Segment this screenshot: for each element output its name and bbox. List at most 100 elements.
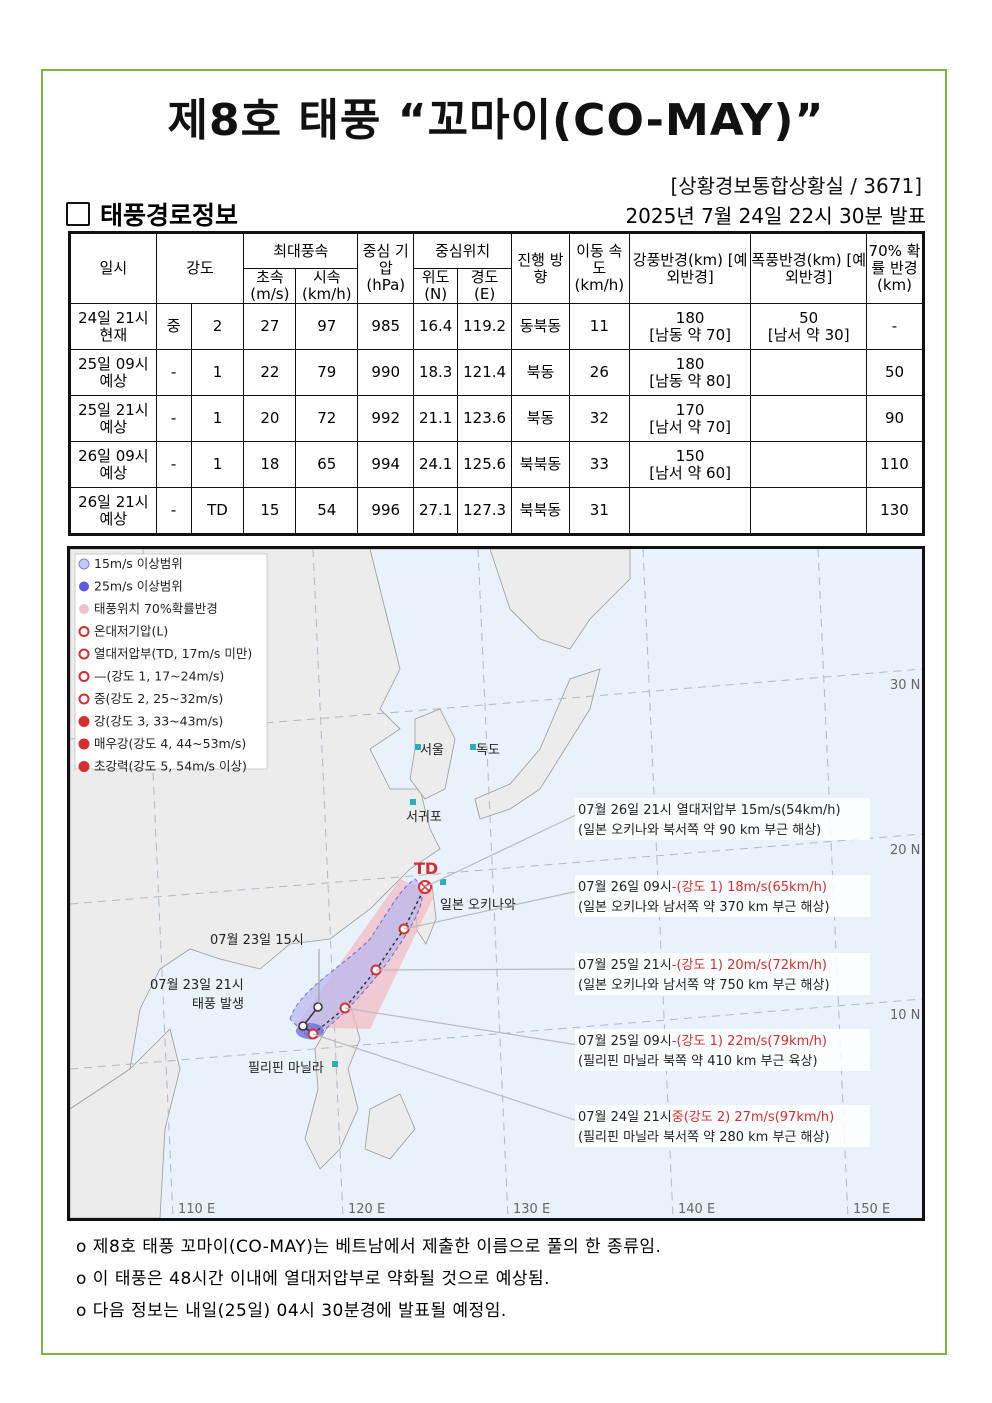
annotation-location: (일본 오키나와 북서쪽 약 90 km 부근 해상) — [578, 823, 821, 838]
annotation-time-text: 07월 26일 09시 — [578, 880, 672, 895]
land-3 — [474, 668, 601, 820]
cell-strong-radius: 180 [남동 약 80] — [628, 349, 752, 396]
td-label: TD — [414, 859, 438, 878]
cell-intensity: - — [155, 395, 192, 442]
legend-item: 열대저압부(TD, 17m/s 미만) — [94, 646, 252, 661]
cell-lat: 16.4 — [413, 303, 459, 350]
legend-item: 초강력(강도 5, 54m/s 이상) — [94, 759, 247, 774]
place-label-okinawa: 일본 오키나와 — [440, 898, 516, 913]
annotation-state-red: -(강도 1) 22m/s(79km/h) — [672, 1034, 827, 1049]
annotation-time: 07월 25일 09시-(강도 1) 22m/s(79km/h) — [578, 1034, 827, 1049]
lat-label: 30 N — [890, 678, 920, 693]
legend-item: 태풍위치 70%확률반경 — [94, 601, 218, 616]
legend-symbol-icon — [78, 558, 90, 570]
annotation-time: 07월 24일 21시중(강도 2) 27m/s(97km/h) — [578, 1110, 834, 1125]
th-max-wind: 최대풍속 — [243, 232, 359, 269]
cell-lat: 21.1 — [413, 395, 459, 442]
legend-typhoon-icon — [78, 716, 90, 727]
legend-typhoon-icon — [78, 693, 90, 705]
cell-lon: 119.2 — [457, 303, 513, 350]
annotation-leader — [403, 890, 579, 930]
annotation-bg — [575, 1105, 870, 1147]
annotation-leader — [424, 813, 579, 888]
note-3: o 다음 정보는 내일(25일) 04시 30분경에 발표될 예정임. — [76, 1301, 507, 1321]
cell-direction: 북북동 — [511, 441, 570, 488]
cell-storm-radius — [750, 487, 867, 535]
legend-symbol-icon — [79, 604, 89, 614]
annotation-leader — [312, 1033, 579, 1122]
th-center: 중심위치 — [413, 232, 513, 269]
cell-grade: 1 — [190, 349, 245, 396]
history-label: 태풍 발생 — [192, 997, 244, 1012]
past-position — [313, 1002, 323, 1012]
th-prob-radius: 70% 확률 반경 (km) — [866, 232, 924, 304]
cell-kmh: 79 — [295, 349, 359, 396]
cell-storm-radius — [750, 349, 867, 396]
annotation-state-red: -(강도 1) 20m/s(72km/h) — [672, 958, 827, 973]
cell-grade: 1 — [190, 441, 245, 488]
lon-label: 150 E — [853, 1202, 890, 1217]
legend-box — [74, 553, 268, 770]
cell-datetime: 25일 21시 예상 — [69, 395, 157, 442]
legend-typhoon-icon — [78, 738, 90, 750]
cell-strong-radius: 180 [남동 약 70] — [628, 303, 752, 350]
land-7 — [70, 1028, 181, 1218]
land-0 — [70, 549, 631, 650]
place-label-seoul: 서울 — [420, 743, 444, 758]
place-marker — [410, 799, 416, 805]
cell-kmh: 65 — [295, 441, 359, 488]
cell-prob-radius: 110 — [866, 441, 924, 488]
annotation-state: 열대저압부 15m/s(54km/h) — [677, 803, 841, 818]
annotation-bg — [575, 798, 870, 840]
track-table: 일시 강도 최대풍속 중심 기압 (hPa) 중심위치 진행 방향 이동 속도 … — [68, 231, 925, 536]
cell-speed: 33 — [568, 441, 630, 488]
cell-prob-radius: 130 — [866, 487, 924, 535]
th-pressure: 중심 기압 (hPa) — [357, 232, 415, 304]
annotation-time: 07월 26일 09시-(강도 1) 18m/s(65km/h) — [578, 880, 827, 895]
page-title: 제8호 태풍 “꼬마이(CO-MAY)” — [167, 95, 825, 146]
legend-typhoon-icon — [78, 626, 90, 637]
cell-grade: TD — [190, 487, 245, 535]
place-marker — [470, 744, 476, 750]
note-2: o 이 태풍은 48시간 이내에 열대저압부로 약화될 것으로 예상됨. — [76, 1269, 551, 1289]
legend-item: 15m/s 이상범위 — [94, 556, 183, 571]
history-label: 07월 23일 15시 — [210, 933, 304, 948]
cell-intensity: - — [155, 487, 192, 535]
cell-lon: 127.3 — [457, 487, 513, 535]
annotation-location: (일본 오키나와 남서쪽 약 370 km 부근 해상) — [578, 900, 830, 915]
legend-symbol-icon — [79, 581, 89, 592]
annotation-time-text: 07월 25일 09시 — [578, 1034, 672, 1049]
cell-direction: 북동 — [511, 349, 570, 396]
th-speed: 이동 속도 (km/h) — [568, 232, 630, 304]
cell-speed: 32 — [568, 395, 630, 442]
cell-intensity: - — [155, 441, 192, 488]
cell-kmh: 54 — [295, 487, 359, 535]
cell-ms: 15 — [243, 487, 297, 535]
cell-prob-radius: 90 — [866, 395, 924, 442]
annotation-time: 07월 25일 21시-(강도 1) 20m/s(72km/h) — [578, 958, 827, 973]
cell-grade: 1 — [190, 395, 245, 442]
table-row: 26일 09시 예상 -1 18 65 994 24.1 125.6 북북동 33 150 [남서 약… — [69, 441, 924, 488]
legend-typhoon-icon — [78, 761, 90, 772]
legend-item: —(강도 1, 17~24m/s) — [94, 669, 224, 684]
place-marker — [332, 1061, 338, 1067]
radius-15ms — [289, 878, 423, 1040]
cell-lat: 27.1 — [413, 487, 459, 535]
land-2 — [409, 708, 456, 800]
cell-pressure: 985 — [357, 303, 415, 350]
legend-item: 온대저기압(L) — [94, 624, 168, 639]
issued-time: 2025년 7월 24일 22시 30분 발표 — [625, 204, 926, 228]
cell-storm-radius — [750, 441, 867, 488]
page-frame — [41, 69, 947, 1355]
cell-pressure: 992 — [357, 395, 415, 442]
annotation-location: (필리핀 마닐라 북서쪽 약 280 km 부근 해상) — [578, 1130, 830, 1145]
th-datetime: 일시 — [69, 232, 157, 304]
checkbox-icon — [66, 202, 90, 226]
lat-label: 20 N — [890, 843, 920, 858]
cell-strong-radius: 150 [남서 약 60] — [628, 441, 752, 488]
th-storm-radius: 폭풍반경(km) [예외반경] — [750, 232, 867, 304]
cell-direction: 북북동 — [511, 487, 570, 535]
note-1: o 제8호 태풍 꼬마이(CO-MAY)는 베트남에서 제출한 이름으로 풀의 … — [76, 1237, 662, 1257]
th-lon: 경도 (E) — [457, 268, 513, 304]
